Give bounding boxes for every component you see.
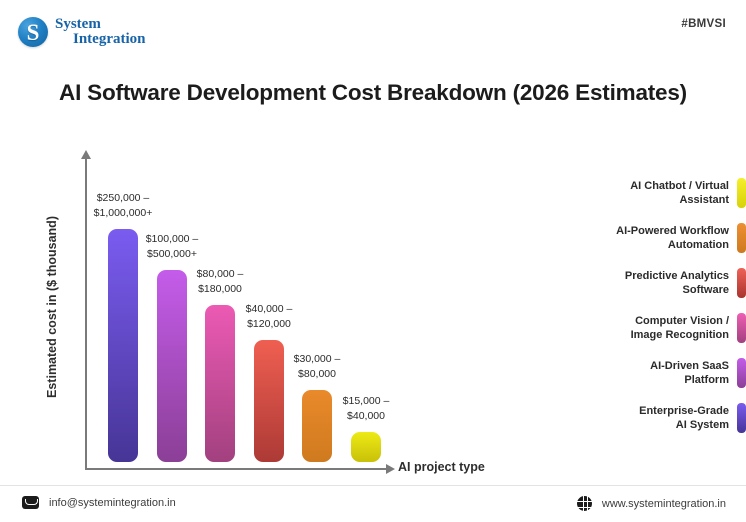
bar-value-label-1: $250,000 – $1,000,000+ (93, 192, 153, 219)
legend-item-5[interactable]: AI-Driven SaaS Platform (520, 358, 746, 388)
legend-item-label: Enterprise-Grade AI System (639, 405, 729, 431)
x-axis-label: AI project type (398, 460, 485, 474)
footer-website[interactable]: www.systemintegration.in (576, 496, 726, 511)
company-logo: S System Integration (18, 17, 146, 47)
legend-color-swatch (737, 268, 746, 298)
logo-line-2: Integration (73, 31, 146, 47)
bar-value-label-3: $80,000 – $180,000 (196, 268, 244, 295)
legend-color-swatch (737, 313, 746, 343)
bar-value-label-5: $30,000 – $80,000 (293, 353, 341, 380)
footer-email[interactable]: info@systemintegration.in (22, 496, 176, 509)
bar-4[interactable] (254, 340, 284, 462)
logo-circle-icon: S (18, 17, 48, 47)
legend-color-swatch (737, 178, 746, 208)
page-footer: info@systemintegration.in www.systeminte… (0, 485, 746, 522)
page-title: AI Software Development Cost Breakdown (… (59, 80, 687, 105)
legend-item-label: Computer Vision / Image Recognition (630, 315, 729, 341)
legend-item-6[interactable]: Enterprise-Grade AI System (520, 403, 746, 433)
globe-icon (576, 496, 592, 511)
bar-value-label-6: $15,000 – $40,000 (342, 395, 390, 422)
chart-legend: AI Chatbot / Virtual Assistant AI-Powered… (520, 178, 746, 448)
legend-item-label: AI-Powered Workflow Automation (616, 225, 729, 251)
bar-2[interactable] (157, 270, 187, 462)
logo-line-1: System (55, 16, 101, 32)
bar-1[interactable] (108, 229, 138, 462)
logo-wordmark: System Integration (55, 17, 146, 47)
bar-value-label-4: $40,000 – $120,000 (245, 303, 293, 330)
bar-3[interactable] (205, 305, 235, 462)
y-axis-arrow-icon (81, 150, 91, 159)
y-axis-line (85, 158, 87, 470)
y-axis-label: Estimated cost in ($ thousand) (45, 216, 59, 398)
bar-chart: Estimated cost in ($ thousand) AI projec… (0, 150, 520, 480)
legend-item-label: AI Chatbot / Virtual Assistant (630, 180, 729, 206)
page-header: S System Integration #BMVSI (0, 0, 746, 62)
legend-item-2[interactable]: AI-Powered Workflow Automation (520, 223, 746, 253)
mail-icon (22, 496, 39, 509)
bar-6[interactable] (351, 432, 381, 462)
legend-item-4[interactable]: Computer Vision / Image Recognition (520, 313, 746, 343)
x-axis-line (85, 468, 387, 470)
bar-5[interactable] (302, 390, 332, 462)
footer-email-text: info@systemintegration.in (49, 496, 176, 509)
logo-letter: S (26, 19, 40, 45)
legend-item-label: Predictive Analytics Software (624, 270, 729, 296)
legend-item-label: AI-Driven SaaS Platform (650, 360, 729, 386)
legend-item-3[interactable]: Predictive Analytics Software (520, 268, 746, 298)
legend-color-swatch (737, 403, 746, 433)
legend-color-swatch (737, 223, 746, 253)
footer-website-text: www.systemintegration.in (601, 497, 726, 510)
bar-value-label-2: $100,000 – $500,000+ (145, 233, 199, 260)
legend-item-1[interactable]: AI Chatbot / Virtual Assistant (520, 178, 746, 208)
x-axis-arrow-icon (386, 464, 395, 474)
hashtag-label: #BMVSI (681, 18, 726, 30)
legend-color-swatch (737, 358, 746, 388)
